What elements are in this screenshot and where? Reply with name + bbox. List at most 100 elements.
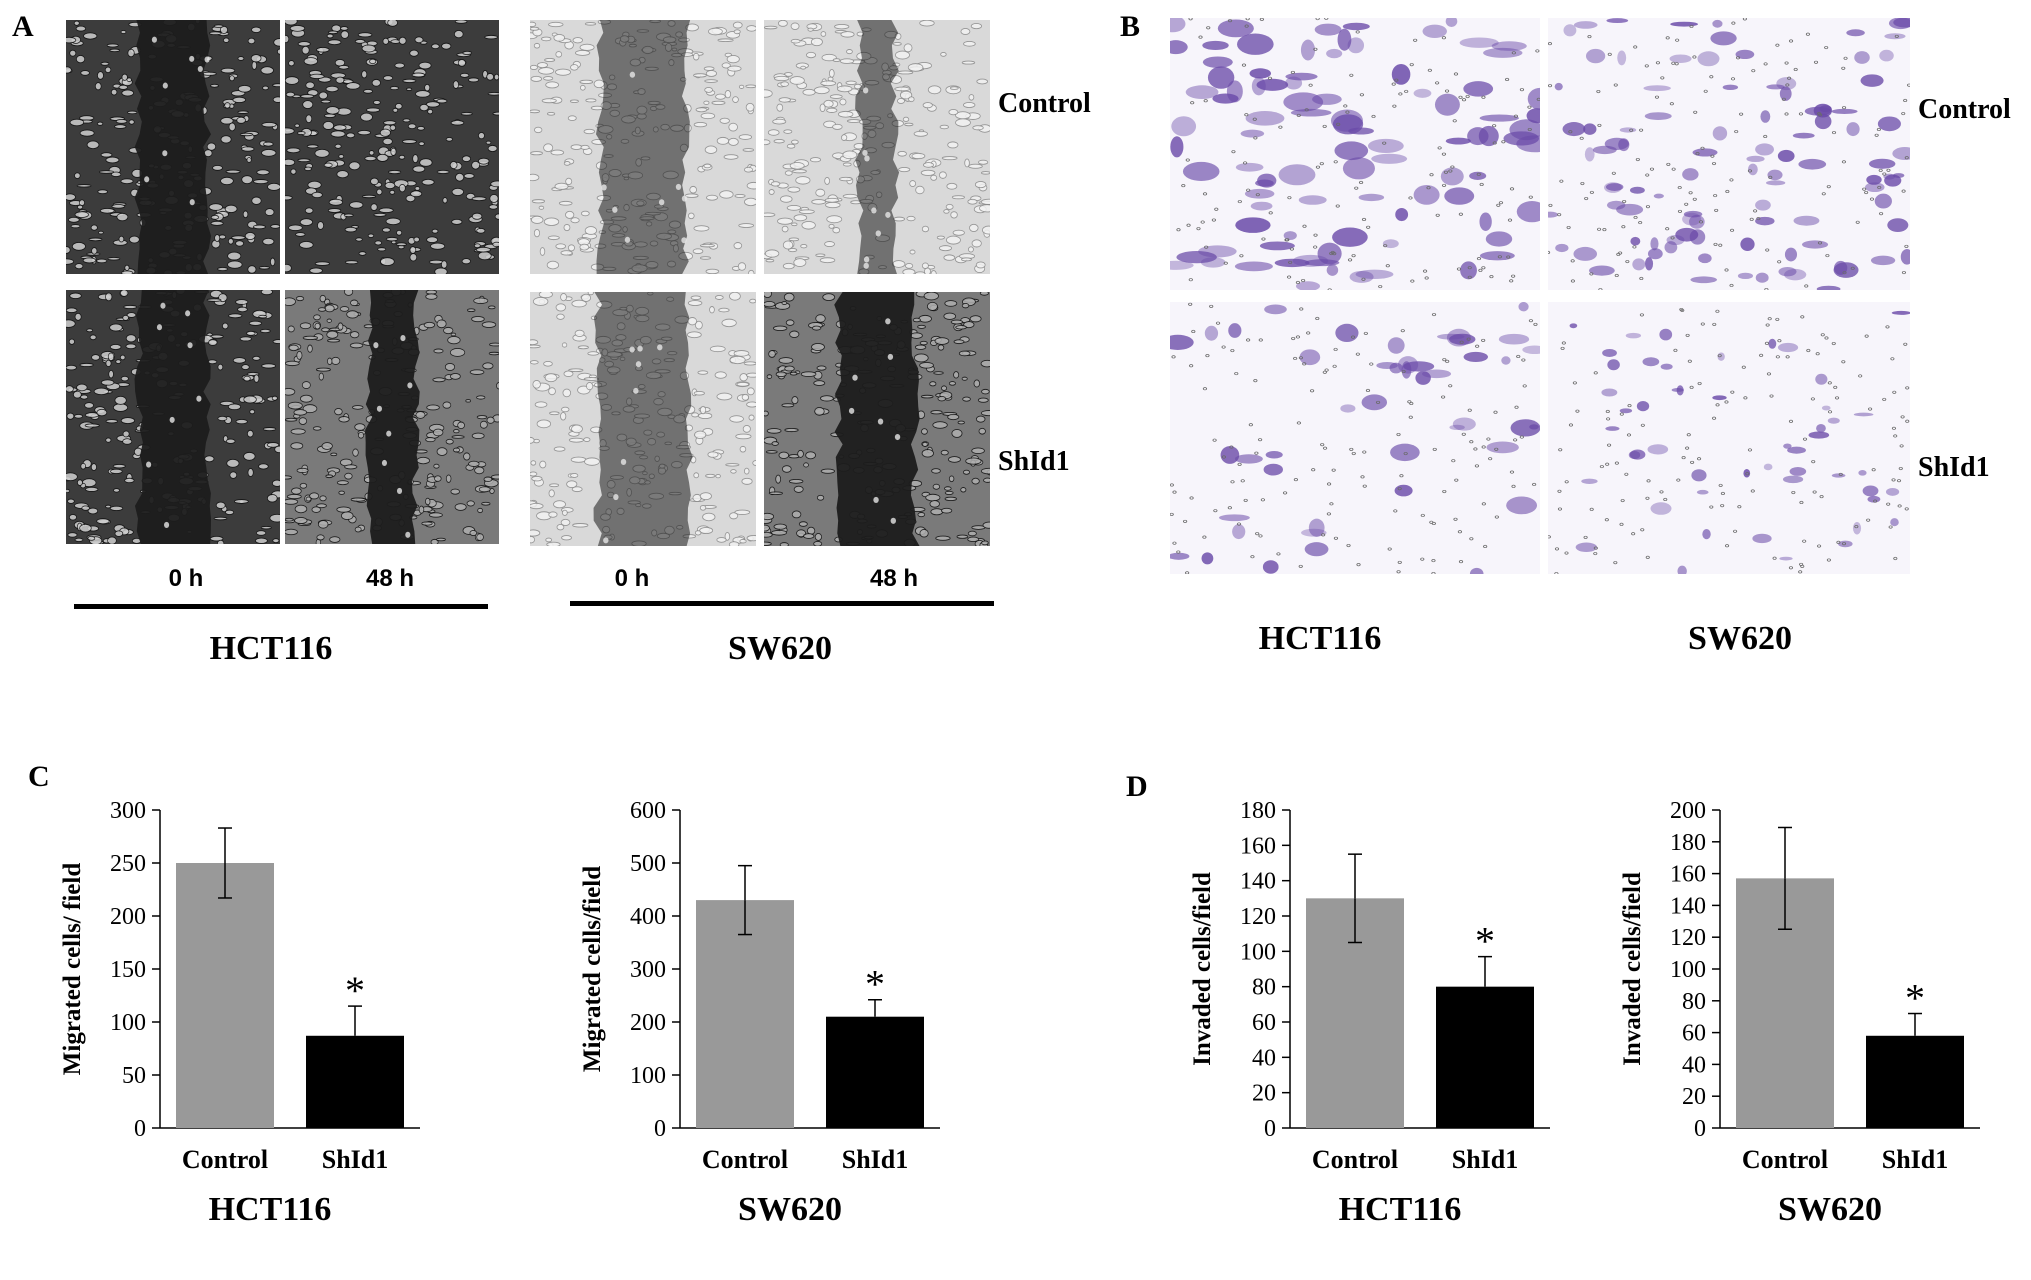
cell-shape [334,407,343,416]
cell-shape [86,140,100,150]
cell-shape [450,120,465,126]
cell-shape [222,322,229,330]
cell-shape [383,120,397,126]
cell-shape [976,78,988,85]
cell-shape [980,410,990,417]
cell-shape [122,430,130,438]
membrane-pore [1448,169,1453,173]
membrane-pore [1831,131,1837,135]
chart-title: HCT116 [209,1191,332,1228]
cell-shape [950,211,958,219]
floating-cell [162,82,168,89]
membrane-pore [1566,225,1571,230]
cell-shape [948,456,961,463]
stained-cell [1459,37,1499,48]
cell-shape [305,114,313,124]
cell-shape [543,143,554,153]
cell-shape [971,239,982,248]
cell-shape [730,469,737,474]
stained-cell [1670,21,1699,27]
membrane-pore [1899,444,1904,448]
cell-shape [530,360,539,365]
cell-shape [948,109,959,116]
cell-shape [99,207,115,214]
cell-shape [565,177,573,186]
stained-cell [1445,18,1458,27]
cell-shape [290,442,304,450]
cell-shape [704,79,718,83]
stained-cell [1650,502,1672,515]
cell-shape [705,473,716,478]
cell-shape [465,399,472,403]
cell-shape [544,373,558,383]
cell-shape [729,292,741,301]
membrane-pore [1535,49,1540,53]
membrane-pore [1711,161,1717,166]
membrane-pore [1882,397,1887,401]
cell-shape [425,293,438,300]
cell-shape [487,91,499,96]
cell-shape [560,293,567,302]
cell-shape [805,451,816,460]
cell-shape [980,171,990,175]
stained-cell [1463,351,1489,362]
cell-shape [109,323,123,332]
membrane-pore [1564,551,1569,555]
cell-shape [543,76,554,81]
membrane-pore [1483,544,1488,549]
cell-shape [923,162,934,168]
membrane-pore [1665,36,1670,40]
cell-shape [734,509,751,515]
membrane-pore [1765,323,1770,327]
membrane-pore [1655,61,1661,65]
floating-cell [601,184,607,191]
cell-shape [972,125,984,131]
membrane-pore [1378,284,1383,289]
cell-shape [98,170,115,174]
significance-marker: * [1475,919,1495,964]
cell-shape [694,430,707,440]
cell-shape [813,540,823,546]
cell-shape [206,298,222,302]
membrane-pore [1289,247,1295,251]
stained-cell [1682,212,1702,226]
cell-shape [299,240,314,249]
cell-shape [802,88,816,96]
cell-shape [580,210,590,217]
membrane-pore [1237,462,1242,466]
cell-shape [469,530,478,537]
membrane-pore [1300,278,1306,283]
stained-cell [1862,485,1879,497]
cell-shape [338,64,350,70]
cell-shape [120,290,129,297]
cell-shape [96,408,108,417]
stained-cell [1218,514,1250,522]
stained-cell [1403,361,1435,372]
cell-shape [242,210,249,219]
cell-shape [788,237,800,242]
stained-cell [1171,116,1197,137]
stained-cell [1460,261,1477,280]
cell-shape [729,512,739,520]
membrane-pore [1725,189,1730,194]
y-axis-label: Invaded cells/field [1189,872,1216,1066]
membrane-pore [1614,461,1619,465]
cell-shape [489,193,499,203]
cell-shape [803,462,809,468]
membrane-pore [1729,283,1734,288]
cell-shape [905,262,914,269]
cell-shape [917,512,926,518]
stained-cell [1782,475,1804,484]
cell-shape [357,32,373,38]
cell-shape [968,94,975,101]
cell-shape [716,136,730,145]
membrane-pore [1350,335,1356,339]
cell-shape [452,447,461,453]
cell-shape [294,123,300,128]
cell-shape [781,300,788,305]
stained-cell [1735,49,1755,60]
cell-shape [104,66,112,74]
cell-shape [461,258,471,265]
cell-shape [530,109,541,114]
cell-shape [120,417,135,425]
